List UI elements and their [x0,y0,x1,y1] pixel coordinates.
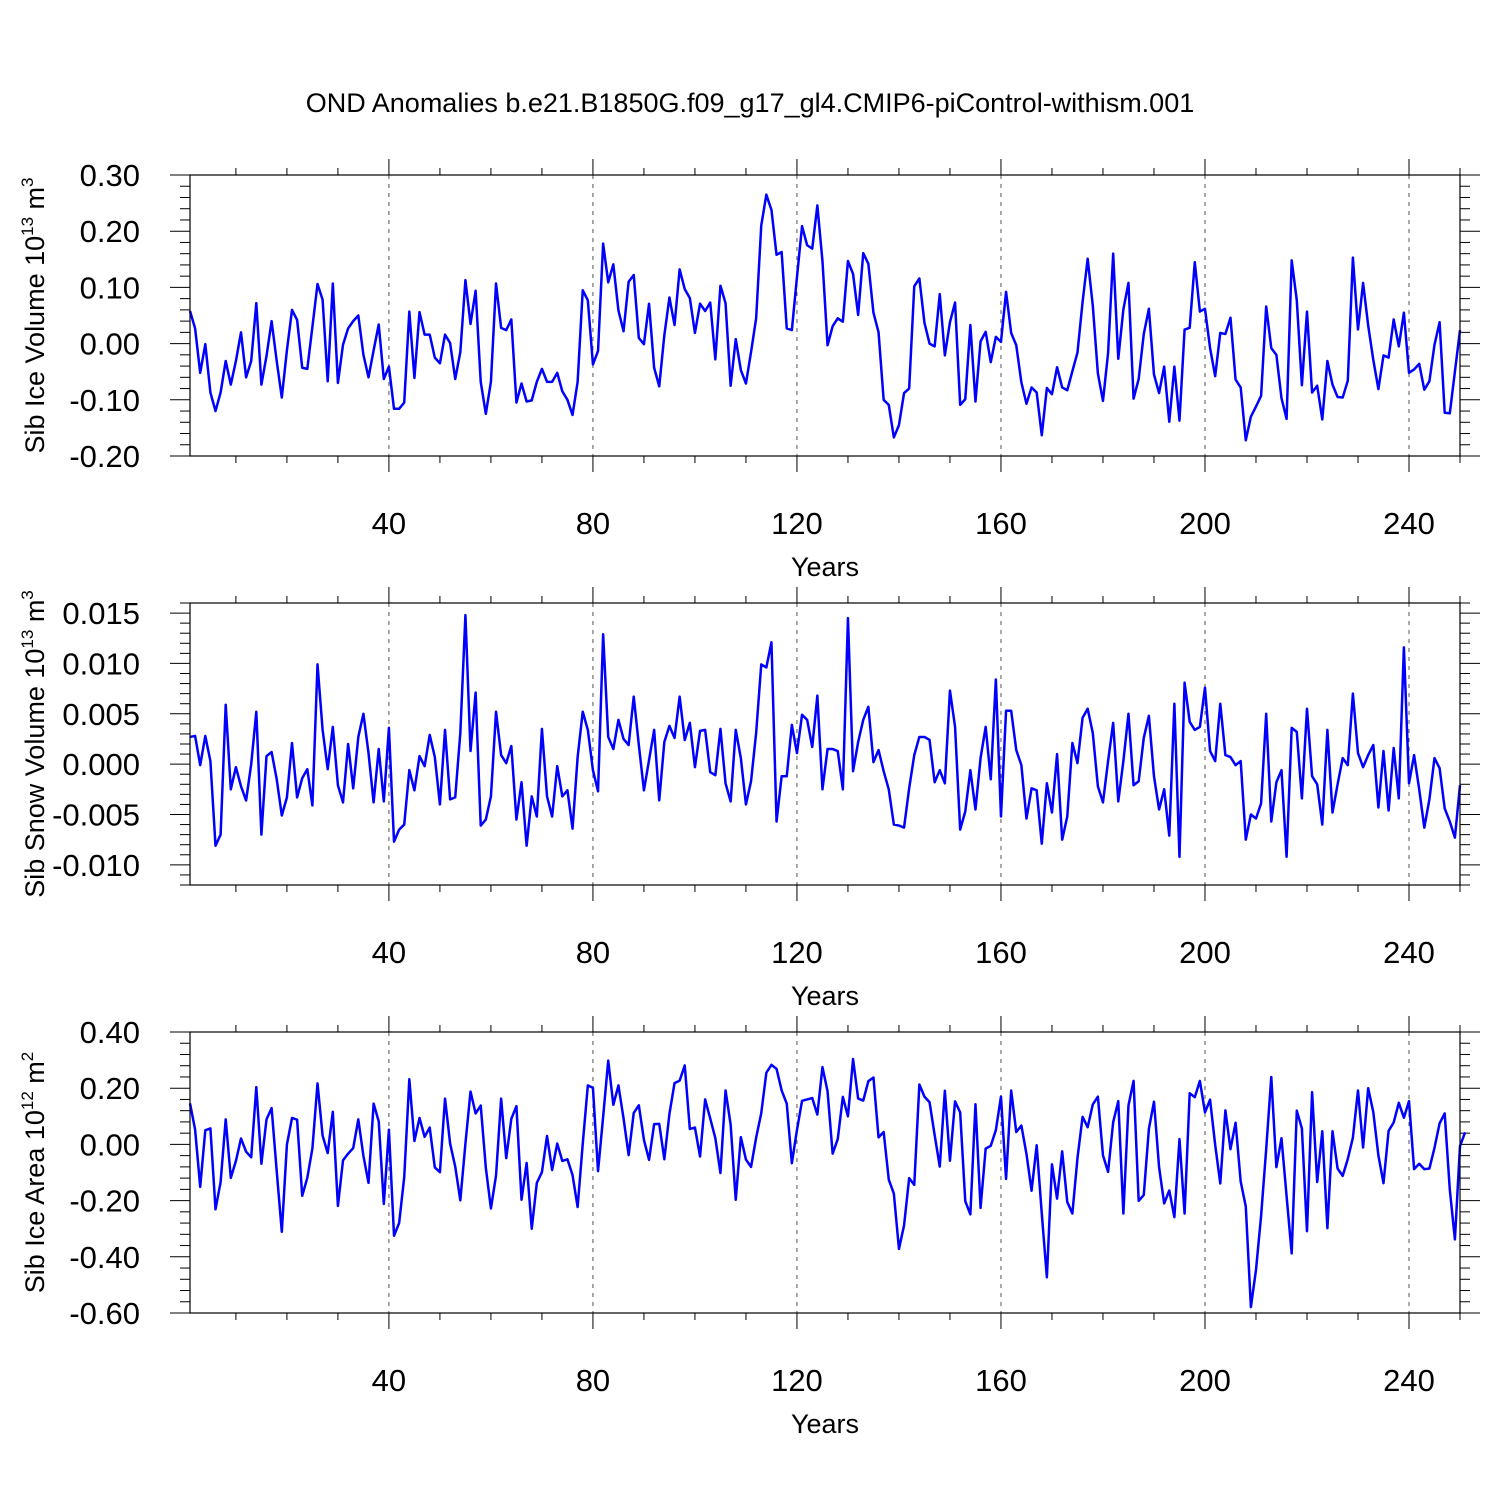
x-tick-label: 40 [372,935,406,970]
x-tick-label: 240 [1383,506,1435,541]
y-axis-label-unit-exponent: 2 [18,1052,37,1061]
plot-frame [189,174,1461,457]
x-tick-label: 120 [771,935,823,970]
y-tick-label: 0.00 [80,327,140,362]
y-axis-label-unit-exponent: 3 [18,177,37,186]
series-line-1 [188,193,1462,442]
series-line-2 [189,613,1462,859]
y-tick-label: 0.40 [80,1015,140,1050]
y-tick-label: -0.010 [52,848,140,883]
panel-2: 40 80 120 160 200 240 -0.010 -0.005 0.000 0.005 0.… [18,587,1480,1011]
y-axis-label-exponent: 13 [18,630,37,649]
x-tick-label: 40 [372,506,406,541]
x-tick-label: 80 [576,1363,610,1398]
panels: 40 80 120 160 200 240-0.20-0.100.000.100.200.… [18,158,1480,1439]
x-tick-label: 200 [1179,935,1231,970]
x-tick-label: 120 [771,506,823,541]
y-tick-label: 0.000 [62,747,140,782]
x-tick-label: 160 [975,1363,1027,1398]
x-tick-label: 160 [975,506,1027,541]
y-axis-label: Sib Ice Area 1012 m2 [18,1052,50,1294]
y-tick-label: 0.30 [80,158,140,193]
y-axis-label: Sib Ice Volume 1013 m3 [18,177,50,453]
y-tick-label: 0.20 [80,1071,140,1106]
y-tick-label: 0.010 [62,646,140,681]
y-tick-label: 0.20 [80,214,140,249]
y-tick-label: 0.10 [80,270,140,305]
x-axis-label: Years [791,981,859,1011]
y-tick-label: -0.20 [69,439,140,474]
y-axis-label-unit: m [20,600,50,630]
y-tick-label: -0.005 [52,798,140,833]
y-axis-label-exponent: 13 [18,217,37,236]
x-tick-label: 240 [1383,935,1435,970]
x-tick-label: 80 [576,506,610,541]
y-tick-label: -0.60 [69,1296,140,1331]
y-axis-label-unit-exponent: 3 [18,590,37,599]
y-axis-label-exponent: 12 [18,1091,37,1110]
y-axis-label: Sib Snow Volume 1013 m3 [18,590,50,898]
panel-3: 40 80 120 160 200 240 -0.60 -0.40 -0.20 0.00 0.20 0… [18,1015,1480,1439]
series-line-3 [188,1057,1467,1309]
y-axis-label-unit: m [20,1061,50,1091]
x-tick-label: 40 [372,1363,406,1398]
figure-title: OND Anomalies b.e21.B1850G.f09_g17_gl4.C… [306,88,1194,118]
y-tick-label: -0.40 [69,1240,140,1275]
plot-frame [189,602,1461,886]
y-tick-label: -0.10 [69,383,140,418]
panel-1: 40 80 120 160 200 240 -0.20 -0.10 0.00 0.10 0.20 0.… [18,158,1480,582]
y-tick-label: 0.015 [62,596,140,631]
y-axis-label-unit: m [20,187,50,217]
x-tick-label: 120 [771,1363,823,1398]
y-tick-label: 0.005 [62,697,140,732]
x-tick-label: 200 [1179,1363,1231,1398]
y-axis-label-main: Sib Ice Volume 10 [20,236,50,454]
y-axis-label-main: Sib Snow Volume 10 [20,649,50,898]
x-axis-label: Years [791,1409,859,1439]
y-axis-label-main: Sib Ice Area 10 [20,1110,50,1293]
x-tick-label: 80 [576,935,610,970]
x-tick-label: 240 [1383,1363,1435,1398]
y-tick-label: -0.20 [69,1184,140,1219]
x-tick-label: 200 [1179,506,1231,541]
x-tick-label: 160 [975,935,1027,970]
x-axis-label: Years [791,552,859,582]
y-tick-label: 0.00 [80,1127,140,1162]
plot-frame [189,1031,1461,1314]
